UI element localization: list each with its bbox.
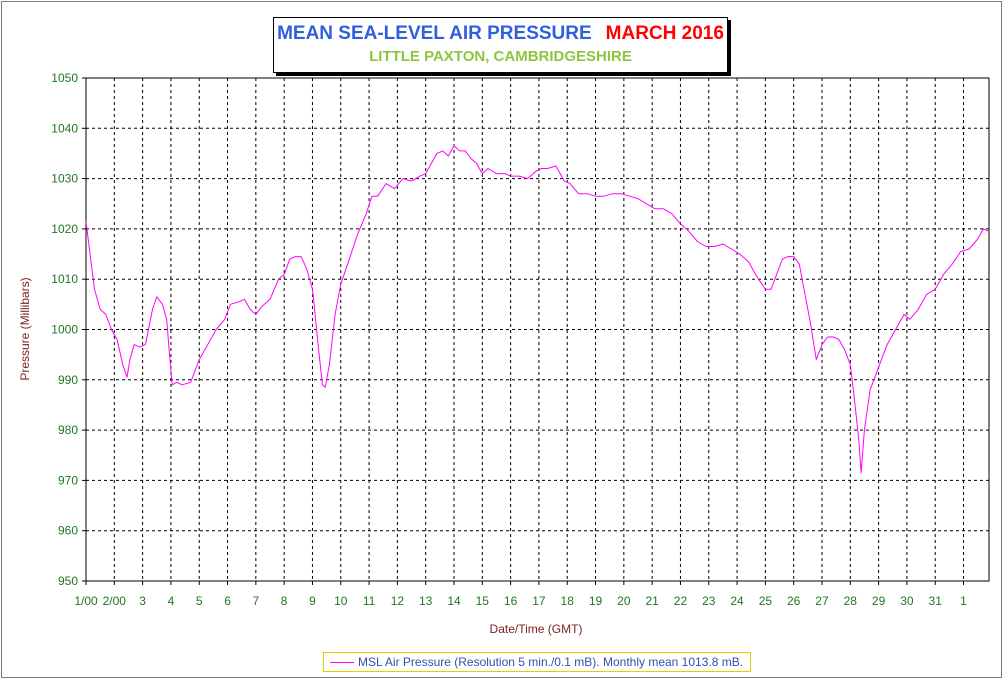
y-tick-label: 960 (58, 524, 78, 538)
x-tick-label: 1 (960, 594, 967, 608)
x-tick-label: 21 (645, 594, 659, 608)
x-tick-label: 8 (281, 594, 288, 608)
x-tick-labels: 1/00 2/00 3 4 5 6 7 8 9 10 11 12 13 14 15 16 17 18 19 20 21 2… (74, 594, 967, 608)
y-tick-label: 1020 (51, 222, 78, 236)
chart-title: MEAN SEA-LEVEL AIR PRESSURE (277, 23, 592, 44)
x-tick-label: 1/00 (74, 594, 98, 608)
x-tick-label: 2/00 (103, 594, 127, 608)
x-tick-label: 11 (363, 594, 376, 608)
x-tick-label: 16 (504, 594, 518, 608)
x-tick-label: 7 (252, 594, 259, 608)
legend-swatch (330, 662, 354, 663)
x-tick-label: 25 (759, 594, 773, 608)
y-tick-label: 1050 (51, 71, 78, 85)
y-tick-label: 970 (58, 473, 78, 487)
pressure-series-line (85, 145, 990, 474)
y-tick-label: 1030 (51, 172, 78, 186)
x-tick-label: 30 (900, 594, 914, 608)
y-tick-label: 1000 (51, 323, 78, 337)
x-tick-label: 18 (561, 594, 575, 608)
x-tick-label: 24 (730, 594, 744, 608)
x-tick-label: 15 (476, 594, 490, 608)
y-tick-label: 950 (58, 574, 78, 588)
x-tick-label: 23 (702, 594, 716, 608)
x-tick-label: 17 (532, 594, 546, 608)
legend-label: MSL Air Pressure (Resolution 5 min./0.1 … (358, 655, 744, 669)
grid-lines (82, 77, 989, 585)
y-tick-label: 1040 (51, 121, 78, 135)
chart-title-box: MEAN SEA-LEVEL AIR PRESSURE MARCH 2016 LI… (273, 17, 728, 73)
x-tick-label: 14 (447, 594, 461, 608)
x-tick-label: 13 (419, 594, 433, 608)
x-tick-label: 22 (674, 594, 688, 608)
y-tick-labels: 950 960 970 980 990 1000 1010 1020 1030 1040 1050 (51, 71, 78, 588)
x-tick-label: 26 (787, 594, 801, 608)
x-axis-title: Date/Time (GMT) (490, 622, 583, 636)
x-tick-label: 12 (391, 594, 405, 608)
x-tick-label: 20 (617, 594, 631, 608)
x-tick-label: 6 (224, 594, 231, 608)
chart-subtitle: LITTLE PAXTON, CAMBRIDGESHIRE (369, 48, 632, 65)
x-tick-label: 5 (196, 594, 203, 608)
x-tick-label: 3 (139, 594, 146, 608)
title-line: MEAN SEA-LEVEL AIR PRESSURE MARCH 2016 (274, 23, 727, 45)
legend: MSL Air Pressure (Resolution 5 min./0.1 … (323, 652, 751, 672)
x-tick-label: 10 (334, 594, 348, 608)
x-tick-label: 19 (589, 594, 603, 608)
x-tick-label: 9 (309, 594, 316, 608)
y-tick-label: 990 (58, 373, 78, 387)
x-tick-label: 29 (872, 594, 886, 608)
y-axis-title: Pressure (Millibars) (18, 277, 32, 380)
y-tick-label: 1010 (51, 272, 78, 286)
x-tick-label: 4 (168, 594, 175, 608)
y-tick-label: 980 (58, 423, 78, 437)
x-tick-label: 31 (929, 594, 943, 608)
x-tick-label: 28 (844, 594, 858, 608)
x-tick-label: 27 (815, 594, 829, 608)
chart-title-month: MARCH 2016 (605, 23, 724, 44)
